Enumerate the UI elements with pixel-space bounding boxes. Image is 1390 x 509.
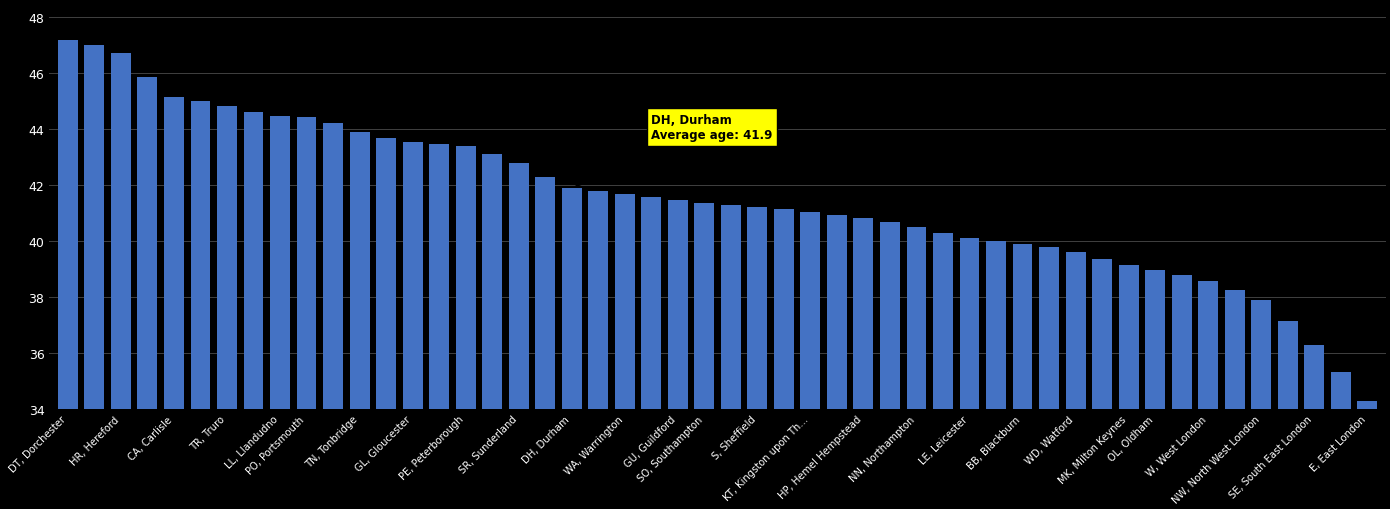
Bar bbox=[322, 124, 343, 509]
Bar bbox=[456, 147, 475, 509]
Bar bbox=[906, 228, 926, 509]
Bar bbox=[880, 223, 899, 509]
Bar bbox=[377, 138, 396, 509]
Bar bbox=[58, 41, 78, 509]
Bar bbox=[1225, 290, 1244, 509]
Bar bbox=[695, 204, 714, 509]
Bar bbox=[1012, 245, 1033, 509]
Bar bbox=[774, 210, 794, 509]
Bar bbox=[959, 239, 980, 509]
Bar bbox=[721, 206, 741, 509]
Text: DH, Durham
Average age: 41.9: DH, Durham Average age: 41.9 bbox=[575, 114, 773, 187]
Bar bbox=[270, 117, 291, 509]
Bar bbox=[85, 46, 104, 509]
Bar bbox=[641, 198, 662, 509]
Bar bbox=[933, 233, 954, 509]
Bar bbox=[614, 195, 635, 509]
Bar bbox=[482, 155, 502, 509]
Bar bbox=[801, 213, 820, 509]
Bar bbox=[853, 219, 873, 509]
Bar bbox=[430, 145, 449, 509]
Bar bbox=[827, 216, 847, 509]
Bar bbox=[403, 143, 423, 509]
Bar bbox=[535, 177, 555, 509]
Bar bbox=[509, 164, 528, 509]
Bar bbox=[111, 54, 131, 509]
Bar bbox=[243, 112, 264, 509]
Bar bbox=[1093, 260, 1112, 509]
Bar bbox=[748, 208, 767, 509]
Bar bbox=[1172, 275, 1191, 509]
Bar bbox=[1277, 321, 1298, 509]
Bar bbox=[1145, 270, 1165, 509]
Bar bbox=[1198, 281, 1218, 509]
Bar bbox=[1251, 301, 1270, 509]
Bar bbox=[1330, 373, 1351, 509]
Bar bbox=[562, 189, 581, 509]
Bar bbox=[986, 242, 1006, 509]
Bar bbox=[296, 118, 317, 509]
Bar bbox=[588, 192, 609, 509]
Bar bbox=[1304, 345, 1325, 509]
Bar bbox=[1119, 266, 1138, 509]
Bar bbox=[1040, 248, 1059, 509]
Bar bbox=[190, 102, 210, 509]
Bar bbox=[667, 201, 688, 509]
Bar bbox=[217, 107, 236, 509]
Bar bbox=[350, 133, 370, 509]
Bar bbox=[138, 78, 157, 509]
Bar bbox=[1357, 401, 1377, 509]
Bar bbox=[164, 97, 183, 509]
Bar bbox=[1066, 252, 1086, 509]
